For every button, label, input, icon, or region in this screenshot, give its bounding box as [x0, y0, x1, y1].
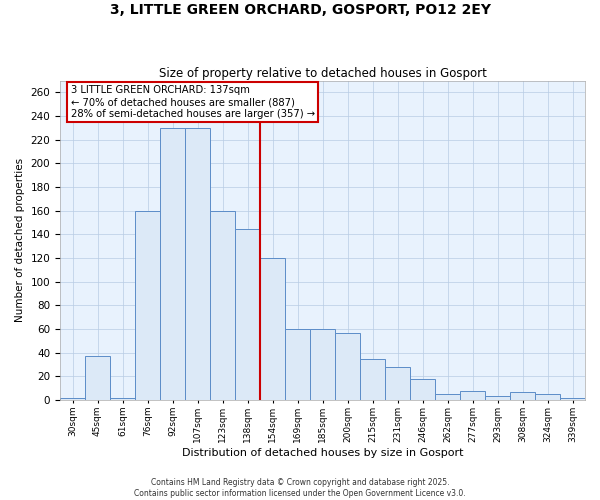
Bar	[535, 394, 560, 400]
Text: Contains HM Land Registry data © Crown copyright and database right 2025.
Contai: Contains HM Land Registry data © Crown c…	[134, 478, 466, 498]
Title: Size of property relative to detached houses in Gosport: Size of property relative to detached ho…	[158, 66, 487, 80]
Bar	[310, 329, 335, 400]
Bar	[460, 390, 485, 400]
Bar	[335, 332, 360, 400]
Bar	[360, 358, 385, 400]
Bar	[485, 396, 510, 400]
Text: 3 LITTLE GREEN ORCHARD: 137sqm
← 70% of detached houses are smaller (887)
28% of: 3 LITTLE GREEN ORCHARD: 137sqm ← 70% of …	[71, 86, 314, 118]
X-axis label: Distribution of detached houses by size in Gosport: Distribution of detached houses by size …	[182, 448, 463, 458]
Bar	[510, 392, 535, 400]
Bar	[210, 211, 235, 400]
Bar	[235, 228, 260, 400]
Text: 3, LITTLE GREEN ORCHARD, GOSPORT, PO12 2EY: 3, LITTLE GREEN ORCHARD, GOSPORT, PO12 2…	[110, 2, 491, 16]
Bar	[110, 398, 135, 400]
Bar	[385, 367, 410, 400]
Bar	[85, 356, 110, 400]
Bar	[435, 394, 460, 400]
Bar	[285, 329, 310, 400]
Bar	[160, 128, 185, 400]
Bar	[410, 378, 435, 400]
Bar	[60, 398, 85, 400]
Bar	[560, 398, 585, 400]
Bar	[260, 258, 285, 400]
Bar	[185, 128, 210, 400]
Y-axis label: Number of detached properties: Number of detached properties	[15, 158, 25, 322]
Bar	[135, 211, 160, 400]
